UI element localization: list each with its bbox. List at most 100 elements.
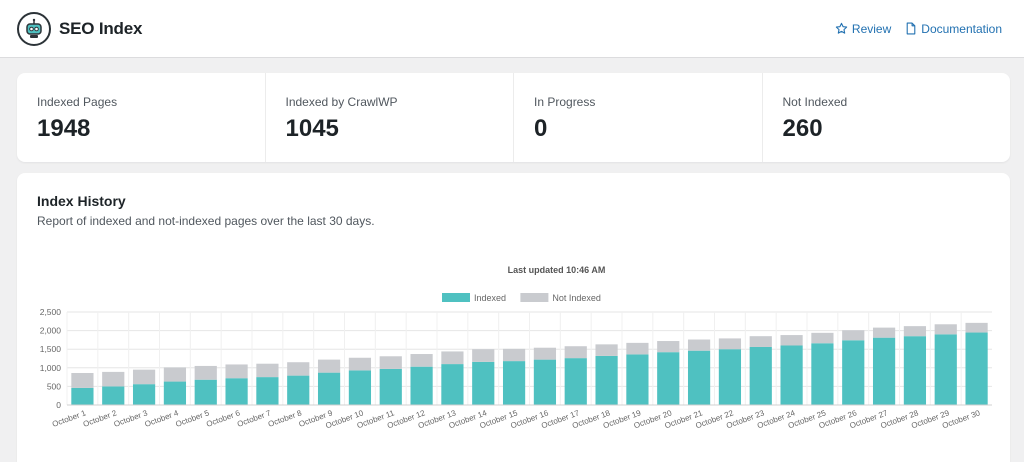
bar-segment [472,349,495,362]
bar-segment [287,362,310,376]
bar-segment [657,341,680,353]
chart-title: Last updated 10:46 AM [508,265,606,275]
bar-segment [718,338,742,350]
bar-segment [780,335,803,346]
stat-indexed-by-crawlwp: Indexed by CrawlWP 1045 [266,73,514,162]
legend-swatch [442,293,470,302]
bar-segment [379,368,402,405]
bar-segment [194,379,217,405]
x-tick-label: October 5 [174,408,211,429]
y-tick-label: 500 [47,381,61,391]
bar-segment [564,358,587,405]
y-tick-label: 2,000 [40,326,62,336]
stat-label: Indexed by CrawlWP [285,95,398,109]
bar-segment [132,369,156,385]
document-icon [906,22,916,35]
bar-segment [595,355,618,405]
bar-segment [194,365,217,380]
stat-not-indexed: Not Indexed 260 [763,73,1011,162]
bar-segment [317,372,341,405]
stat-value: 1045 [285,115,339,142]
y-tick-label: 0 [56,400,61,410]
bar-segment [502,348,526,362]
bar-segment [410,354,433,367]
bar-segment [780,345,803,405]
bar-segment [687,339,711,351]
robot-logo-icon [17,11,51,46]
bar-segment [441,364,464,405]
top-bar: SEO Index Review Documentation [0,0,1024,58]
bar-segment [132,384,156,405]
bar-segment [872,337,896,405]
bar-segment [687,350,711,405]
bar-segment [626,342,649,355]
documentation-link[interactable]: Documentation [905,22,1002,36]
stat-label: In Progress [534,95,596,109]
legend-label: Not Indexed [552,293,601,303]
bar-segment [934,324,957,335]
bar-segment [287,375,310,405]
bar-segment [811,343,834,405]
x-tick-label: October 4 [144,408,181,429]
history-title: Index History [37,193,126,209]
stat-value: 260 [782,115,823,142]
stat-label: Not Indexed [782,95,848,109]
bar-segment [225,364,248,379]
bar-segment [749,336,772,347]
x-tick-label: October 7 [236,408,273,429]
header-links: Review Documentation [835,22,1002,36]
review-link-label: Review [851,21,892,36]
bar-segment [749,346,772,405]
history-subtitle: Report of indexed and not-indexed pages … [37,214,375,228]
x-tick-label: October 8 [267,408,304,429]
bar-segment [965,332,988,405]
legend-label: Indexed [474,293,506,303]
stat-indexed-pages: Indexed Pages 1948 [17,73,266,162]
star-icon [835,22,848,34]
x-tick-label: October 2 [82,408,119,429]
x-tick-label: October 3 [113,408,150,429]
bar-segment [903,336,927,405]
bar-segment [595,344,618,356]
stat-label: Indexed Pages [37,95,118,109]
brand: SEO Index [17,11,143,46]
y-tick-label: 2,500 [40,307,62,317]
bar-segment [163,381,187,405]
index-history-card: Index History Report of indexed and not-… [17,173,1010,462]
bar-segment [872,327,896,338]
bar-segment [410,366,433,405]
bar-segment [842,340,865,405]
bar-segment [842,330,865,341]
y-tick-label: 1,000 [40,363,62,373]
stat-value: 1948 [37,115,91,142]
bar-segment [71,387,94,405]
bar-segment [903,326,927,337]
bar-segment [657,352,680,405]
index-history-chart: Last updated 10:46 AM Indexed Not Indexed 0… [40,265,992,430]
bar-segment [934,334,957,405]
x-tick-label: October 1 [51,408,88,429]
bar-segment [225,378,248,405]
bar-segment [348,370,372,405]
y-tick-label: 1,500 [40,344,62,354]
legend-swatch [520,293,549,302]
bar-segment [965,322,988,333]
bar-segment [472,361,495,405]
x-tick-label: October 6 [205,408,242,429]
stats-card: Indexed Pages 1948 Indexed by CrawlWP 10… [17,73,1010,162]
bar-segment [441,351,464,365]
app-title: SEO Index [59,18,143,38]
bar-segment [256,377,279,405]
bar-segment [626,354,649,405]
bar-segment [533,347,557,360]
bar-segment [317,359,341,373]
stat-in-progress: In Progress 0 [514,73,763,162]
bar-segment [811,332,834,344]
bar-segment [533,359,557,405]
bar-segment [163,367,187,382]
bar-segment [348,357,372,371]
bar-segment [379,356,402,369]
bar-segment [102,386,125,405]
review-link[interactable]: Review [835,22,891,36]
bar-segment [564,346,587,359]
